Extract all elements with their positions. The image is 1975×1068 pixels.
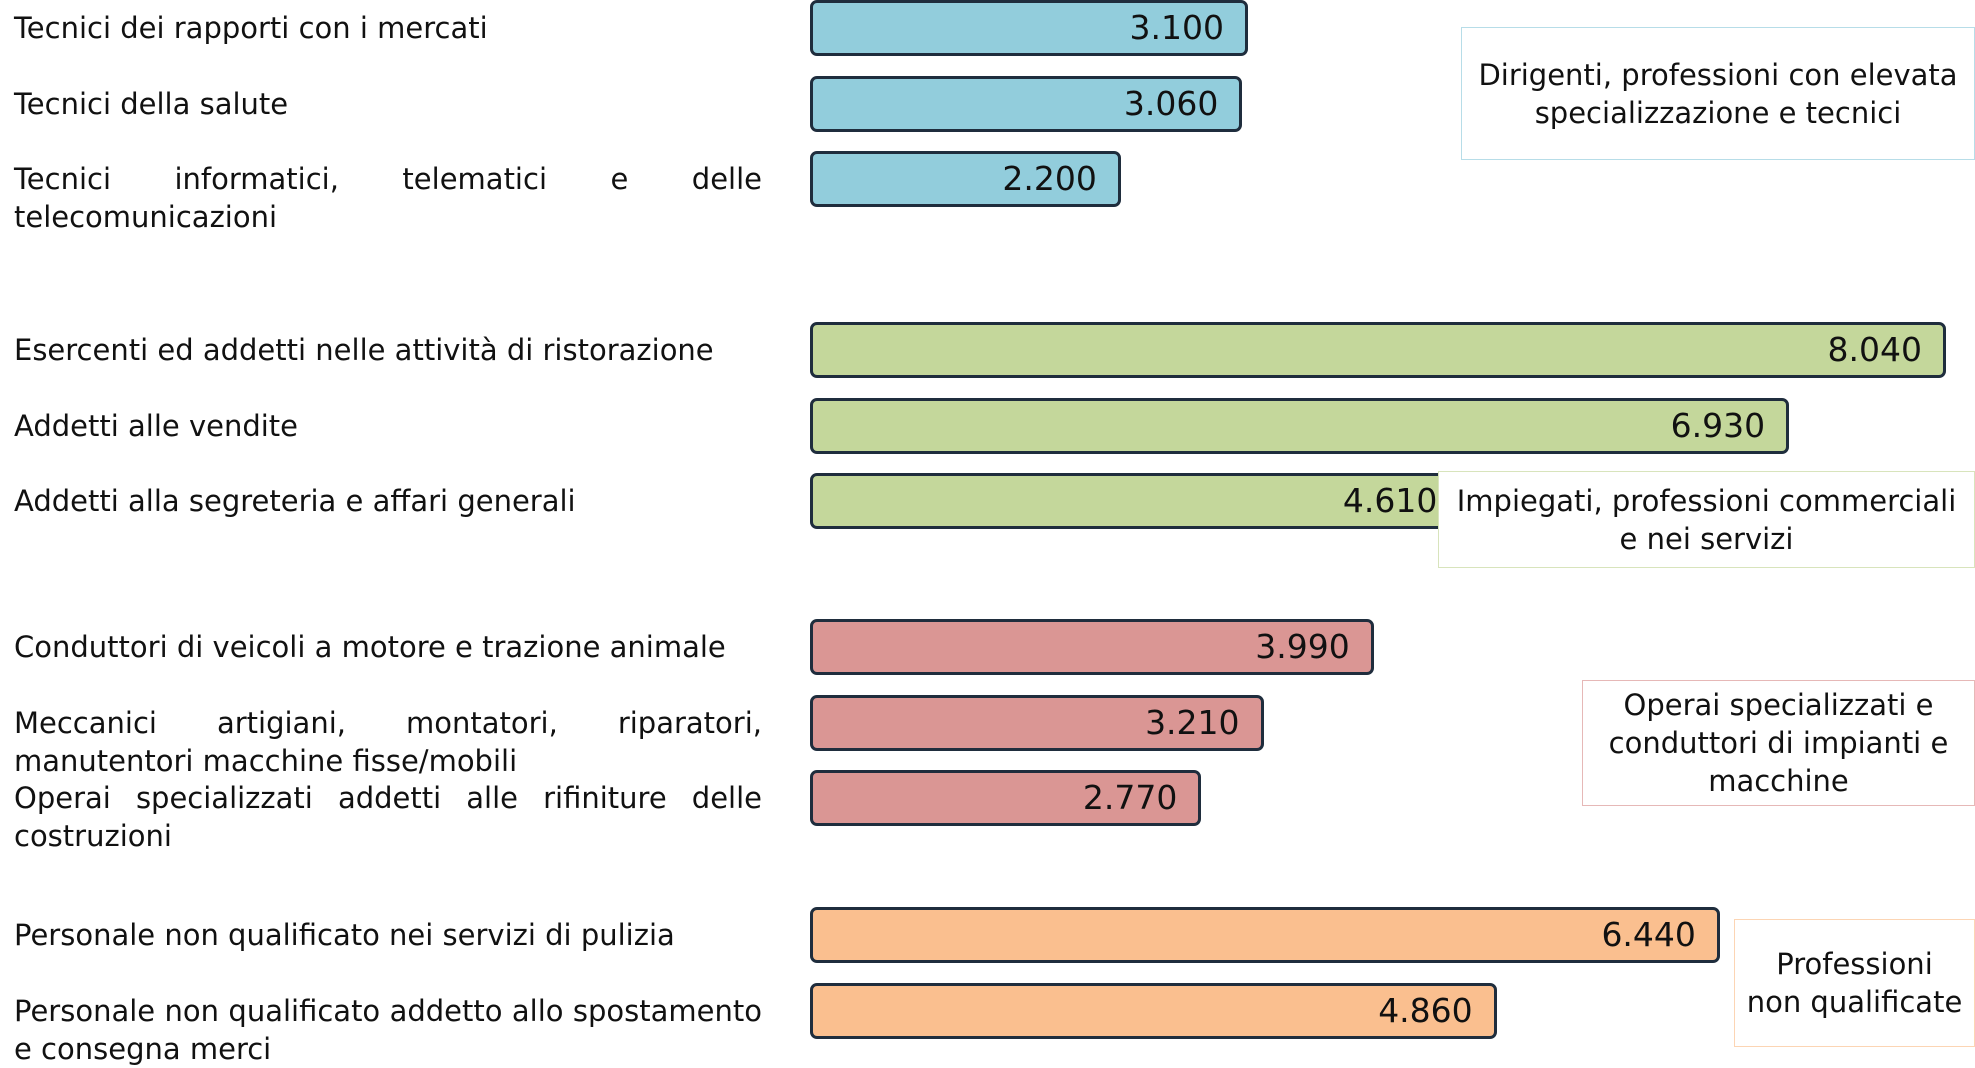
value-label: 3.990: [1255, 627, 1350, 666]
value-label: 2.770: [1082, 778, 1178, 818]
category-label: Tecnici dei rapporti con i mercati: [14, 11, 488, 45]
group-label: Impiegati, professioni commerciali e nei…: [1438, 471, 1975, 568]
bar: [810, 151, 1121, 208]
group-label: Dirigenti, professioni con elevata speci…: [1461, 27, 1975, 160]
category-label: Addetti alla segreteria e affari general…: [14, 484, 576, 519]
bar: [810, 770, 1202, 827]
value-label: 8.040: [1827, 330, 1922, 369]
bar: [810, 694, 1264, 751]
value-label: 6.930: [1670, 405, 1766, 445]
bar: [810, 473, 1462, 530]
category-label: Personale non qualificato nei servizi di…: [14, 918, 675, 952]
bar: [810, 907, 1720, 963]
group-label: Operai specializzati e conduttori di imp…: [1582, 680, 1975, 806]
category-label: Operai specializzati addetti alle rifini…: [14, 781, 762, 854]
value-label: 2.200: [1002, 159, 1097, 199]
bar: [810, 982, 1497, 1039]
category-label: Esercenti ed addetti nelle attività di r…: [14, 333, 714, 367]
value-label: 4.860: [1378, 990, 1473, 1030]
category-label: Tecnici della salute: [14, 86, 289, 121]
bar: [810, 0, 1248, 56]
category-label: Conduttori di veicoli a motore e trazion…: [14, 630, 726, 664]
category-label: Tecnici informatici, telematici e delle …: [14, 162, 762, 235]
bar: [810, 619, 1374, 675]
category-label: Meccanici artigiani, montatori, riparato…: [14, 705, 762, 778]
bar: [810, 397, 1790, 454]
category-label: Personale non qualificato addetto allo s…: [14, 993, 762, 1066]
value-label: 6.440: [1601, 915, 1696, 954]
bar: [810, 322, 1946, 378]
bar: [810, 75, 1243, 132]
value-label: 3.100: [1129, 8, 1224, 47]
value-label: 3.210: [1145, 702, 1240, 742]
category-label: Addetti alle vendite: [14, 408, 299, 443]
group-label: Professioni non qualificate: [1734, 919, 1975, 1047]
value-label: 3.060: [1123, 83, 1219, 123]
value-label: 4.610: [1342, 481, 1438, 521]
